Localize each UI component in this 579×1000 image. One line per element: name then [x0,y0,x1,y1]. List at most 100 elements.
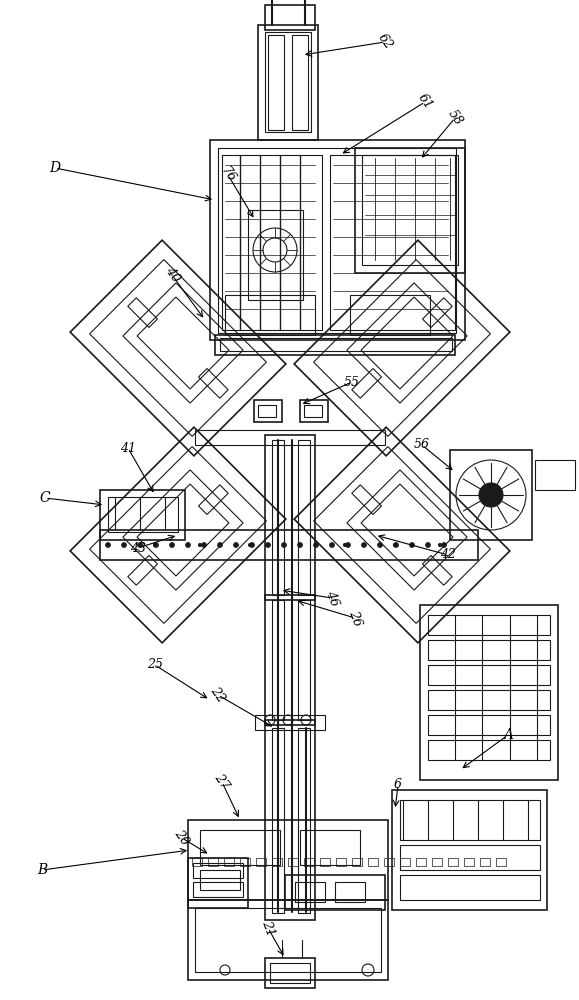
Bar [298,728,310,913]
Circle shape [137,542,142,548]
Circle shape [250,542,255,548]
Circle shape [442,542,446,548]
Bar [195,430,385,445]
Bar [400,845,540,870]
Bar [256,858,266,866]
Circle shape [266,542,270,548]
Text: 58: 58 [445,108,465,128]
Bar [400,800,540,840]
Bar [272,440,284,595]
Circle shape [105,542,111,548]
Circle shape [394,544,397,546]
Bar [400,858,410,866]
Bar [288,858,298,866]
Bar [450,450,532,540]
Bar [428,615,550,635]
Bar [420,605,558,780]
Text: 62: 62 [375,32,395,52]
Text: 41: 41 [120,442,136,454]
Bar [350,295,430,335]
Bar [352,858,362,866]
Bar [193,863,243,878]
Bar [254,400,282,422]
Circle shape [361,542,367,548]
Text: D: D [49,161,61,175]
Circle shape [107,544,109,546]
Circle shape [153,544,156,546]
Bar [215,335,455,355]
Circle shape [281,542,287,548]
Circle shape [233,542,239,548]
Bar [210,140,465,340]
Circle shape [153,542,159,548]
Text: 76: 76 [218,165,238,185]
Bar [225,295,315,335]
Bar [428,690,550,710]
Bar [368,858,378,866]
Bar [192,858,202,866]
Text: 22: 22 [208,685,228,705]
Bar [428,715,550,735]
Text: 20: 20 [172,828,192,848]
Text: 25: 25 [147,658,163,672]
Circle shape [170,542,174,548]
Bar [384,858,394,866]
Bar [535,460,575,490]
Bar [258,25,318,140]
Bar [448,858,458,866]
Circle shape [479,483,503,507]
Text: 56: 56 [414,438,430,452]
Circle shape [346,542,350,548]
Bar [355,148,465,273]
Bar [208,858,218,866]
Bar [295,882,325,902]
Bar [188,900,388,980]
Text: 55: 55 [344,375,360,388]
Bar [300,400,328,422]
Circle shape [409,542,415,548]
Circle shape [438,544,442,546]
Text: 6: 6 [394,778,402,792]
Bar [428,740,550,760]
Circle shape [218,542,222,548]
Bar [193,882,243,897]
Circle shape [298,542,302,548]
Bar [320,858,330,866]
Text: 43: 43 [130,542,146,554]
Bar [392,790,547,910]
Bar [255,715,325,730]
Bar [336,858,346,866]
Bar [304,858,314,866]
Bar [200,870,240,890]
Text: C: C [40,491,50,505]
Bar [265,32,311,132]
Circle shape [378,542,383,548]
Bar [272,858,282,866]
Bar [464,858,474,866]
Bar [220,338,452,351]
Bar [416,858,426,866]
Text: 21: 21 [259,918,277,938]
Bar [298,440,310,595]
Bar [265,958,315,988]
Text: 46: 46 [323,588,341,608]
Bar [292,35,308,130]
Bar [272,728,284,913]
Text: A: A [503,728,513,742]
Text: 42: 42 [440,548,456,562]
Text: 27: 27 [212,772,232,792]
Bar [400,875,540,900]
Bar [265,720,315,920]
Bar [248,210,303,300]
Bar [428,665,550,685]
Text: 40: 40 [162,265,182,285]
Circle shape [299,544,302,546]
Circle shape [313,542,318,548]
Bar [496,858,506,866]
Bar [258,405,276,417]
Circle shape [329,542,335,548]
Text: 26: 26 [346,608,364,628]
Circle shape [199,544,201,546]
Bar [335,882,365,902]
Bar [222,155,322,330]
